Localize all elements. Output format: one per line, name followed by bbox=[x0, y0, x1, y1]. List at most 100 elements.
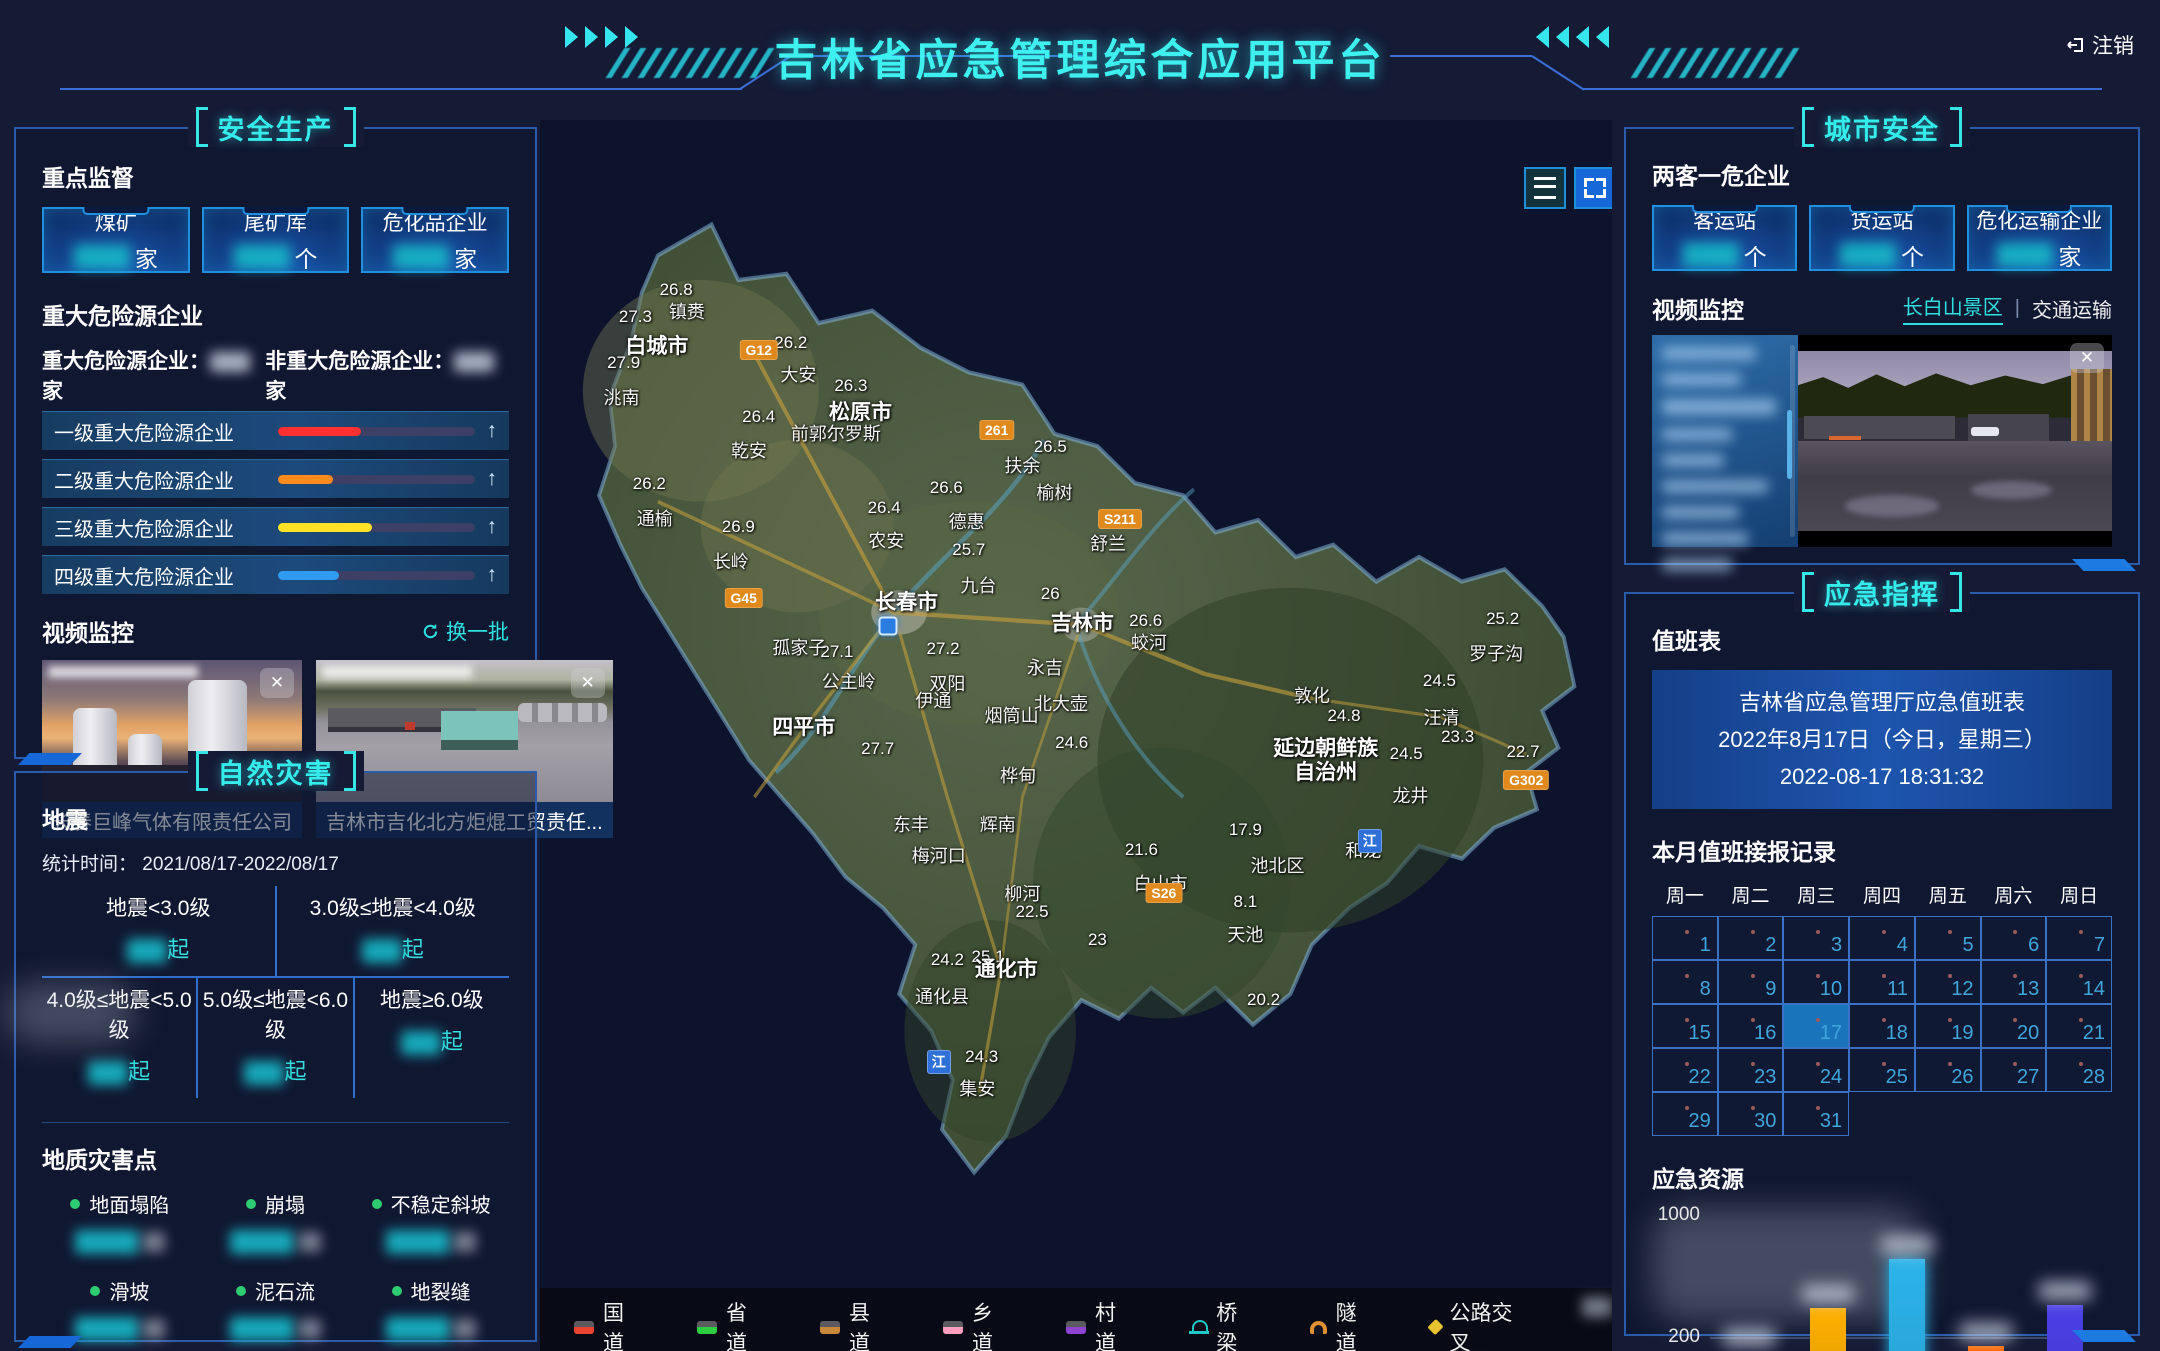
panel-emergency-command: 应急指挥 值班表 吉林省应急管理厅应急值班表 2022年8月17日（今日，星期三… bbox=[1624, 572, 2140, 1351]
stat-card-危化运输企业[interactable]: 危化运输企业家 bbox=[1966, 205, 2112, 271]
map-city-label: 烟筒山 bbox=[984, 705, 1039, 726]
calendar-day-17[interactable]: 17 bbox=[1783, 1004, 1850, 1048]
list-item-redacted[interactable] bbox=[1662, 399, 1776, 415]
calendar-day-27[interactable]: 27 bbox=[1980, 1048, 2047, 1092]
map-city-label: 通榆 bbox=[636, 508, 673, 529]
map-layers-button[interactable] bbox=[1524, 167, 1566, 209]
duty-dot-icon bbox=[1947, 929, 1952, 934]
list-item-redacted[interactable] bbox=[1662, 506, 1739, 519]
close-icon[interactable]: ✕ bbox=[260, 668, 294, 698]
list-item-redacted[interactable] bbox=[1662, 373, 1742, 386]
map-city-label: 敦化 bbox=[1293, 685, 1330, 706]
calendar-day-30[interactable]: 30 bbox=[1717, 1092, 1784, 1136]
map-temp-label: 26.3 bbox=[834, 375, 868, 395]
geo-item-value bbox=[42, 1317, 198, 1341]
calendar-day-10[interactable]: 10 bbox=[1783, 960, 1850, 1004]
calendar-day-16[interactable]: 16 bbox=[1717, 1004, 1784, 1048]
map-city-label: 乾安 bbox=[731, 440, 768, 461]
redacted-value bbox=[73, 244, 130, 269]
calendar-day-8[interactable]: 8 bbox=[1652, 960, 1718, 1004]
stat-card-危化品企业[interactable]: 危化品企业家 bbox=[361, 207, 510, 273]
legend-item-村道[interactable]: 村道 bbox=[1066, 1297, 1133, 1351]
live-video-feed[interactable]: ✕ bbox=[1798, 335, 2112, 547]
legend-item-乡道[interactable]: 乡道 bbox=[943, 1297, 1010, 1351]
list-item-redacted[interactable] bbox=[1662, 428, 1732, 441]
calendar-day-31[interactable]: 31 bbox=[1783, 1092, 1850, 1136]
hazard-row-label: 二级重大危险源企业 bbox=[54, 470, 234, 493]
map-city-label: 通化县 bbox=[915, 987, 969, 1008]
calendar-day-28[interactable]: 28 bbox=[2046, 1048, 2112, 1092]
redacted-value bbox=[210, 352, 250, 373]
calendar-day-15[interactable]: 15 bbox=[1652, 1004, 1718, 1048]
close-icon[interactable]: ✕ bbox=[570, 668, 605, 698]
quake-cell-unit: 起 bbox=[128, 1059, 151, 1084]
calendar-day-13[interactable]: 13 bbox=[1980, 960, 2047, 1004]
calendar-day-18[interactable]: 18 bbox=[1849, 1004, 1915, 1048]
legend-item-桥梁[interactable]: 桥梁 bbox=[1189, 1297, 1254, 1351]
map-temp-label: 25.2 bbox=[1486, 608, 1520, 628]
legend-item-省道[interactable]: 省道 bbox=[697, 1297, 764, 1351]
camera-list[interactable] bbox=[1652, 335, 1798, 571]
calendar-day-11[interactable]: 11 bbox=[1849, 960, 1915, 1004]
duty-line: 2022-08-17 18:31:32 bbox=[1779, 764, 1985, 789]
calendar-day-23[interactable]: 23 bbox=[1717, 1048, 1784, 1092]
stat-card-煤矿[interactable]: 煤矿家 bbox=[42, 207, 190, 273]
map-fullscreen-button[interactable] bbox=[1574, 167, 1612, 209]
province-map[interactable]: 26.8 27.3 26.2 27.9 26.3 26.4 26.5 26.2 26.6 26.4… bbox=[540, 120, 1612, 1351]
tab-changbaishan[interactable]: 长白山景区 bbox=[1902, 291, 2003, 325]
header-hatch-right bbox=[1630, 48, 1802, 78]
map-city-label: 农安 bbox=[868, 530, 905, 551]
calendar-day-20[interactable]: 20 bbox=[1980, 1004, 2047, 1048]
calendar-day-24[interactable]: 24 bbox=[1783, 1048, 1850, 1092]
calendar-day-25[interactable]: 25 bbox=[1849, 1048, 1915, 1092]
stat-card-尾矿库[interactable]: 尾矿库个 bbox=[201, 207, 350, 273]
list-item-redacted[interactable] bbox=[1662, 347, 1756, 360]
legend-item-公路交叉[interactable]: 公路交叉 bbox=[1426, 1297, 1526, 1351]
camera-timestamp-redacted bbox=[48, 666, 198, 678]
calendar-day-22[interactable]: 22 bbox=[1652, 1048, 1718, 1092]
calendar-day-6[interactable]: 6 bbox=[1980, 916, 2047, 960]
geo-item-不稳定斜坡: 不稳定斜坡 bbox=[353, 1189, 509, 1254]
calendar-day-26[interactable]: 26 bbox=[1914, 1048, 1981, 1092]
day-number: 13 bbox=[2017, 978, 2040, 1000]
list-item-redacted[interactable] bbox=[1662, 558, 1732, 571]
refresh-batch-button[interactable]: 换一批 bbox=[421, 616, 509, 646]
card-label: 危化品企业 bbox=[382, 211, 488, 235]
calendar-day-7[interactable]: 7 bbox=[2046, 916, 2112, 960]
calendar-day-4[interactable]: 4 bbox=[1849, 916, 1915, 960]
list-item-redacted[interactable] bbox=[1662, 454, 1725, 467]
calendar-day-29[interactable]: 29 bbox=[1652, 1092, 1718, 1136]
legend-item-国道[interactable]: 国道 bbox=[574, 1297, 641, 1351]
day-number: 30 bbox=[1754, 1110, 1777, 1132]
calendar-day-1[interactable]: 1 bbox=[1652, 916, 1718, 960]
legend-item-隧道[interactable]: 隧道 bbox=[1310, 1297, 1373, 1351]
logout-button[interactable]: 注销 bbox=[2066, 30, 2134, 60]
legend-item-县道[interactable]: 县道 bbox=[820, 1297, 887, 1351]
calendar-day-14[interactable]: 14 bbox=[2046, 960, 2112, 1004]
calendar-day-21[interactable]: 21 bbox=[2046, 1004, 2112, 1048]
stat-card-货运站[interactable]: 货运站个 bbox=[1809, 205, 1955, 271]
geo-item-label: 地面塌陷 bbox=[42, 1189, 198, 1218]
panel-city-title-text: 城市安全 bbox=[1824, 114, 1940, 145]
calendar-day-9[interactable]: 9 bbox=[1717, 960, 1784, 1004]
stat-card-客运站[interactable]: 客运站个 bbox=[1652, 205, 1798, 271]
duty-schedule-card[interactable]: 吉林省应急管理厅应急值班表 2022年8月17日（今日，星期三） 2022-08… bbox=[1652, 670, 2112, 809]
calendar-day-12[interactable]: 12 bbox=[1914, 960, 1981, 1004]
calendar-day-3[interactable]: 3 bbox=[1783, 916, 1850, 960]
list-item-redacted[interactable] bbox=[1662, 532, 1749, 545]
supervision-heading: 重点监督 bbox=[42, 165, 134, 191]
redacted-value bbox=[454, 352, 495, 373]
legend-label: 县道 bbox=[848, 1302, 870, 1351]
scrollbar[interactable] bbox=[1787, 345, 1795, 537]
header-line-left bbox=[60, 88, 742, 90]
calendar-day-19[interactable]: 19 bbox=[1914, 1004, 1981, 1048]
tab-transport[interactable]: 交通运输 bbox=[2032, 299, 2112, 322]
close-icon[interactable]: ✕ bbox=[2070, 343, 2104, 373]
map-city-label: 松原市 bbox=[829, 400, 893, 424]
camera-timestamp-redacted bbox=[322, 666, 472, 678]
duty-dot-icon bbox=[2079, 1061, 2084, 1066]
calendar-day-5[interactable]: 5 bbox=[1914, 916, 1981, 960]
map-temp-label: 27.7 bbox=[861, 739, 895, 759]
list-item-redacted[interactable] bbox=[1662, 480, 1768, 493]
calendar-day-2[interactable]: 2 bbox=[1717, 916, 1784, 960]
